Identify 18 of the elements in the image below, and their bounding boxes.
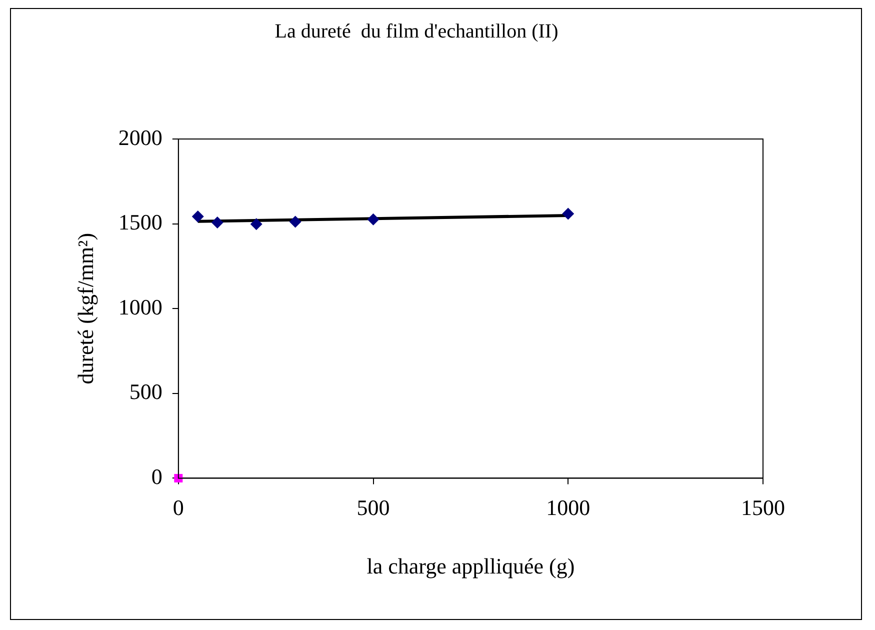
y-tick-label: 1000: [118, 294, 162, 320]
y-axis-title: dureté (kgf/mm²): [72, 232, 98, 384]
point: [192, 210, 204, 223]
point: [289, 216, 302, 228]
point: [367, 213, 380, 226]
point: [562, 208, 574, 220]
y-tick-label: 500: [129, 379, 162, 404]
y-tick-label: 0: [151, 464, 162, 489]
x-tick-label: 1000: [546, 495, 590, 520]
x-tick-label: 500: [356, 495, 390, 520]
chart-title: La dureté du film d'echantillon (II): [274, 20, 558, 42]
x-tick-label: 0: [172, 495, 184, 520]
x-axis-title: la charge applliquée (g): [366, 554, 575, 579]
point: [211, 216, 224, 228]
y-tick-label: 1500: [118, 210, 162, 235]
x-tick-label: 1500: [741, 495, 785, 520]
y-tick-label: 2000: [118, 124, 162, 150]
point: [250, 218, 262, 230]
